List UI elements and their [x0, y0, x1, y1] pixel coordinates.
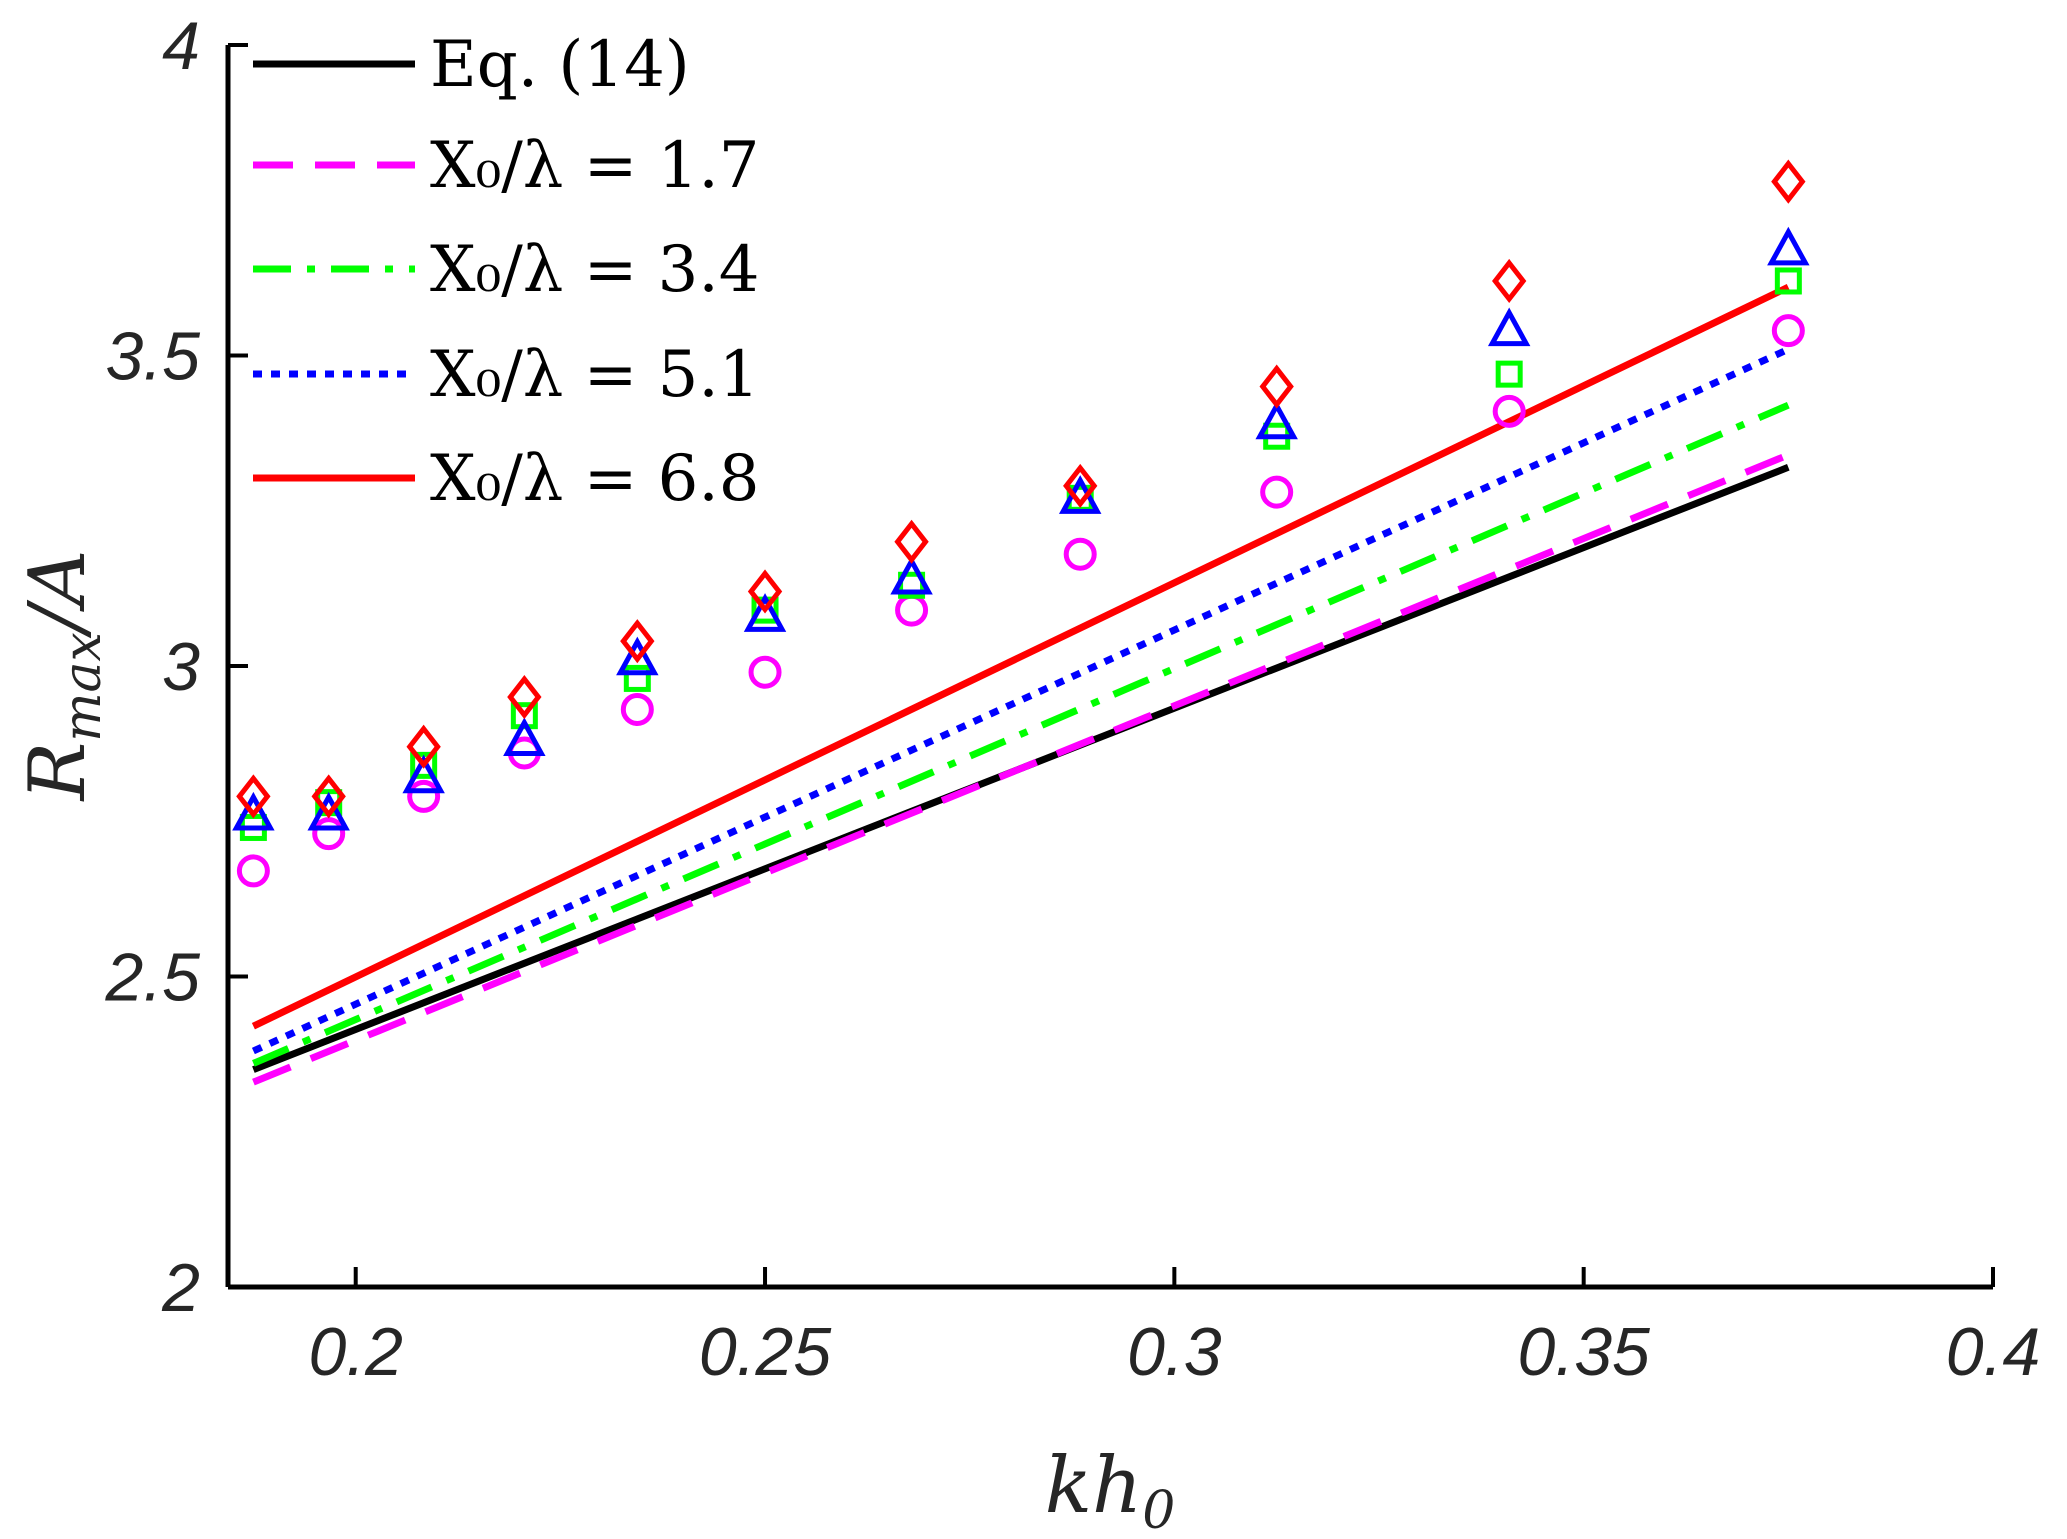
series-line: [252, 451, 1790, 1086]
y-tick-label: 3.5: [105, 319, 200, 395]
data-point: [1771, 314, 1805, 348]
data-point: [620, 619, 655, 664]
x-tick-label: 0.2: [308, 1314, 403, 1390]
x-tick-label: 0.4: [1946, 1314, 2041, 1390]
data-point: [307, 791, 350, 831]
data-point: [1492, 258, 1527, 304]
series-line: [252, 401, 1790, 1067]
data-point: [1774, 267, 1802, 295]
data-point: [616, 636, 659, 676]
legend-label: X₀/λ = 5.1: [430, 338, 759, 412]
y-tick-label: 2.5: [104, 940, 200, 1016]
data-point: [311, 774, 346, 819]
data-point: [1255, 400, 1298, 440]
x-axis-title: kh0: [1045, 1441, 1176, 1539]
data-point: [1487, 307, 1531, 347]
y-tick-label: 4: [162, 8, 200, 84]
data-point: [232, 791, 275, 831]
legend-label: X₀/λ = 6.8: [430, 442, 759, 516]
data-point: [236, 774, 271, 819]
series-lines: [251, 284, 1790, 1086]
data-point: [312, 817, 346, 851]
series-line: [251, 346, 1790, 1055]
ticks: 0.2 0.25 0.3 0.35 0.4 2 2.5 3 3.5 4: [104, 8, 2040, 1390]
data-point: [895, 593, 929, 627]
data-point: [1260, 475, 1294, 509]
x-tick-label: 0.25: [699, 1314, 832, 1390]
legend-label: Eq. (14): [430, 28, 690, 102]
axes: [225, 45, 1993, 1290]
data-point: [406, 724, 441, 769]
data-point: [402, 754, 445, 794]
data-point: [894, 519, 929, 564]
data-point: [890, 555, 933, 595]
legend-label: X₀/λ = 1.7: [430, 129, 759, 203]
data-point: [743, 593, 787, 632]
series-line: [251, 284, 1790, 1030]
data-point: [507, 674, 542, 720]
data-point: [1767, 226, 1810, 266]
data-point: [1495, 360, 1523, 388]
data-point: [410, 751, 438, 779]
data-point: [407, 779, 441, 813]
data-point: [1063, 463, 1098, 508]
series-markers: [232, 159, 1810, 888]
data-point: [747, 569, 783, 614]
legend: Eq. (14) X₀/λ = 1.7 X₀/λ = 3.4 X₀/λ = 5.1 X₀…: [253, 28, 759, 516]
y-axis-title: Rmax/A: [13, 550, 113, 803]
data-point: [1771, 159, 1806, 204]
data-point: [236, 854, 270, 888]
y-tick-label: 3: [162, 629, 200, 705]
data-point: [1063, 537, 1097, 571]
data-point: [503, 717, 546, 757]
data-point: [623, 664, 651, 692]
data-point: [620, 692, 654, 726]
legend-label: X₀/λ = 3.4: [430, 233, 759, 307]
data-point: [1492, 394, 1526, 428]
data-point: [748, 655, 782, 689]
x-tick-label: 0.3: [1127, 1314, 1222, 1390]
data-point: [1259, 364, 1294, 409]
y-tick-label: 2: [161, 1250, 200, 1326]
x-tick-label: 0.35: [1517, 1314, 1650, 1390]
